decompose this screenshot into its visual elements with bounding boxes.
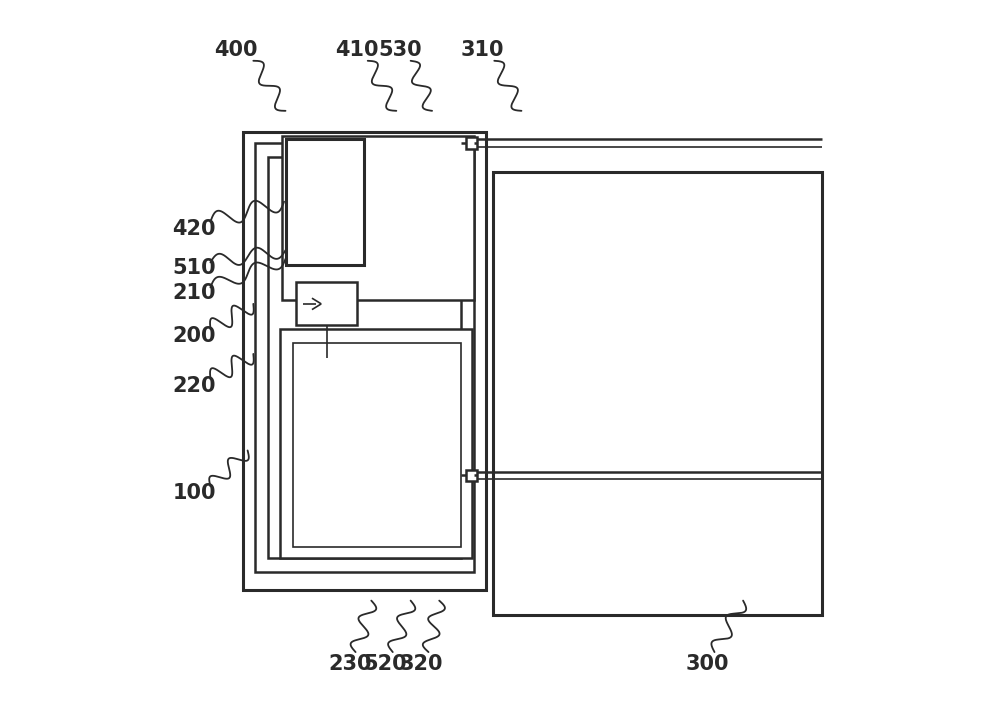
Bar: [286, 139, 364, 265]
Bar: [243, 132, 486, 590]
Bar: [493, 172, 822, 615]
Text: 210: 210: [172, 283, 216, 303]
Text: 530: 530: [378, 40, 422, 60]
Text: 420: 420: [172, 219, 216, 239]
Text: 230: 230: [328, 654, 372, 674]
Text: 510: 510: [172, 258, 216, 278]
Text: 400: 400: [214, 40, 257, 60]
Bar: [466, 137, 477, 149]
Bar: [255, 143, 474, 572]
Bar: [293, 343, 461, 547]
Text: 300: 300: [686, 654, 729, 674]
Text: 200: 200: [172, 326, 216, 346]
Text: 520: 520: [364, 654, 407, 674]
Text: 320: 320: [400, 654, 443, 674]
Text: 220: 220: [172, 376, 216, 396]
Bar: [280, 329, 472, 558]
Text: 410: 410: [335, 40, 379, 60]
Bar: [268, 157, 461, 558]
Bar: [282, 136, 474, 300]
Bar: [296, 282, 357, 325]
Bar: [466, 470, 477, 481]
Text: 100: 100: [172, 483, 216, 503]
Text: 310: 310: [460, 40, 504, 60]
